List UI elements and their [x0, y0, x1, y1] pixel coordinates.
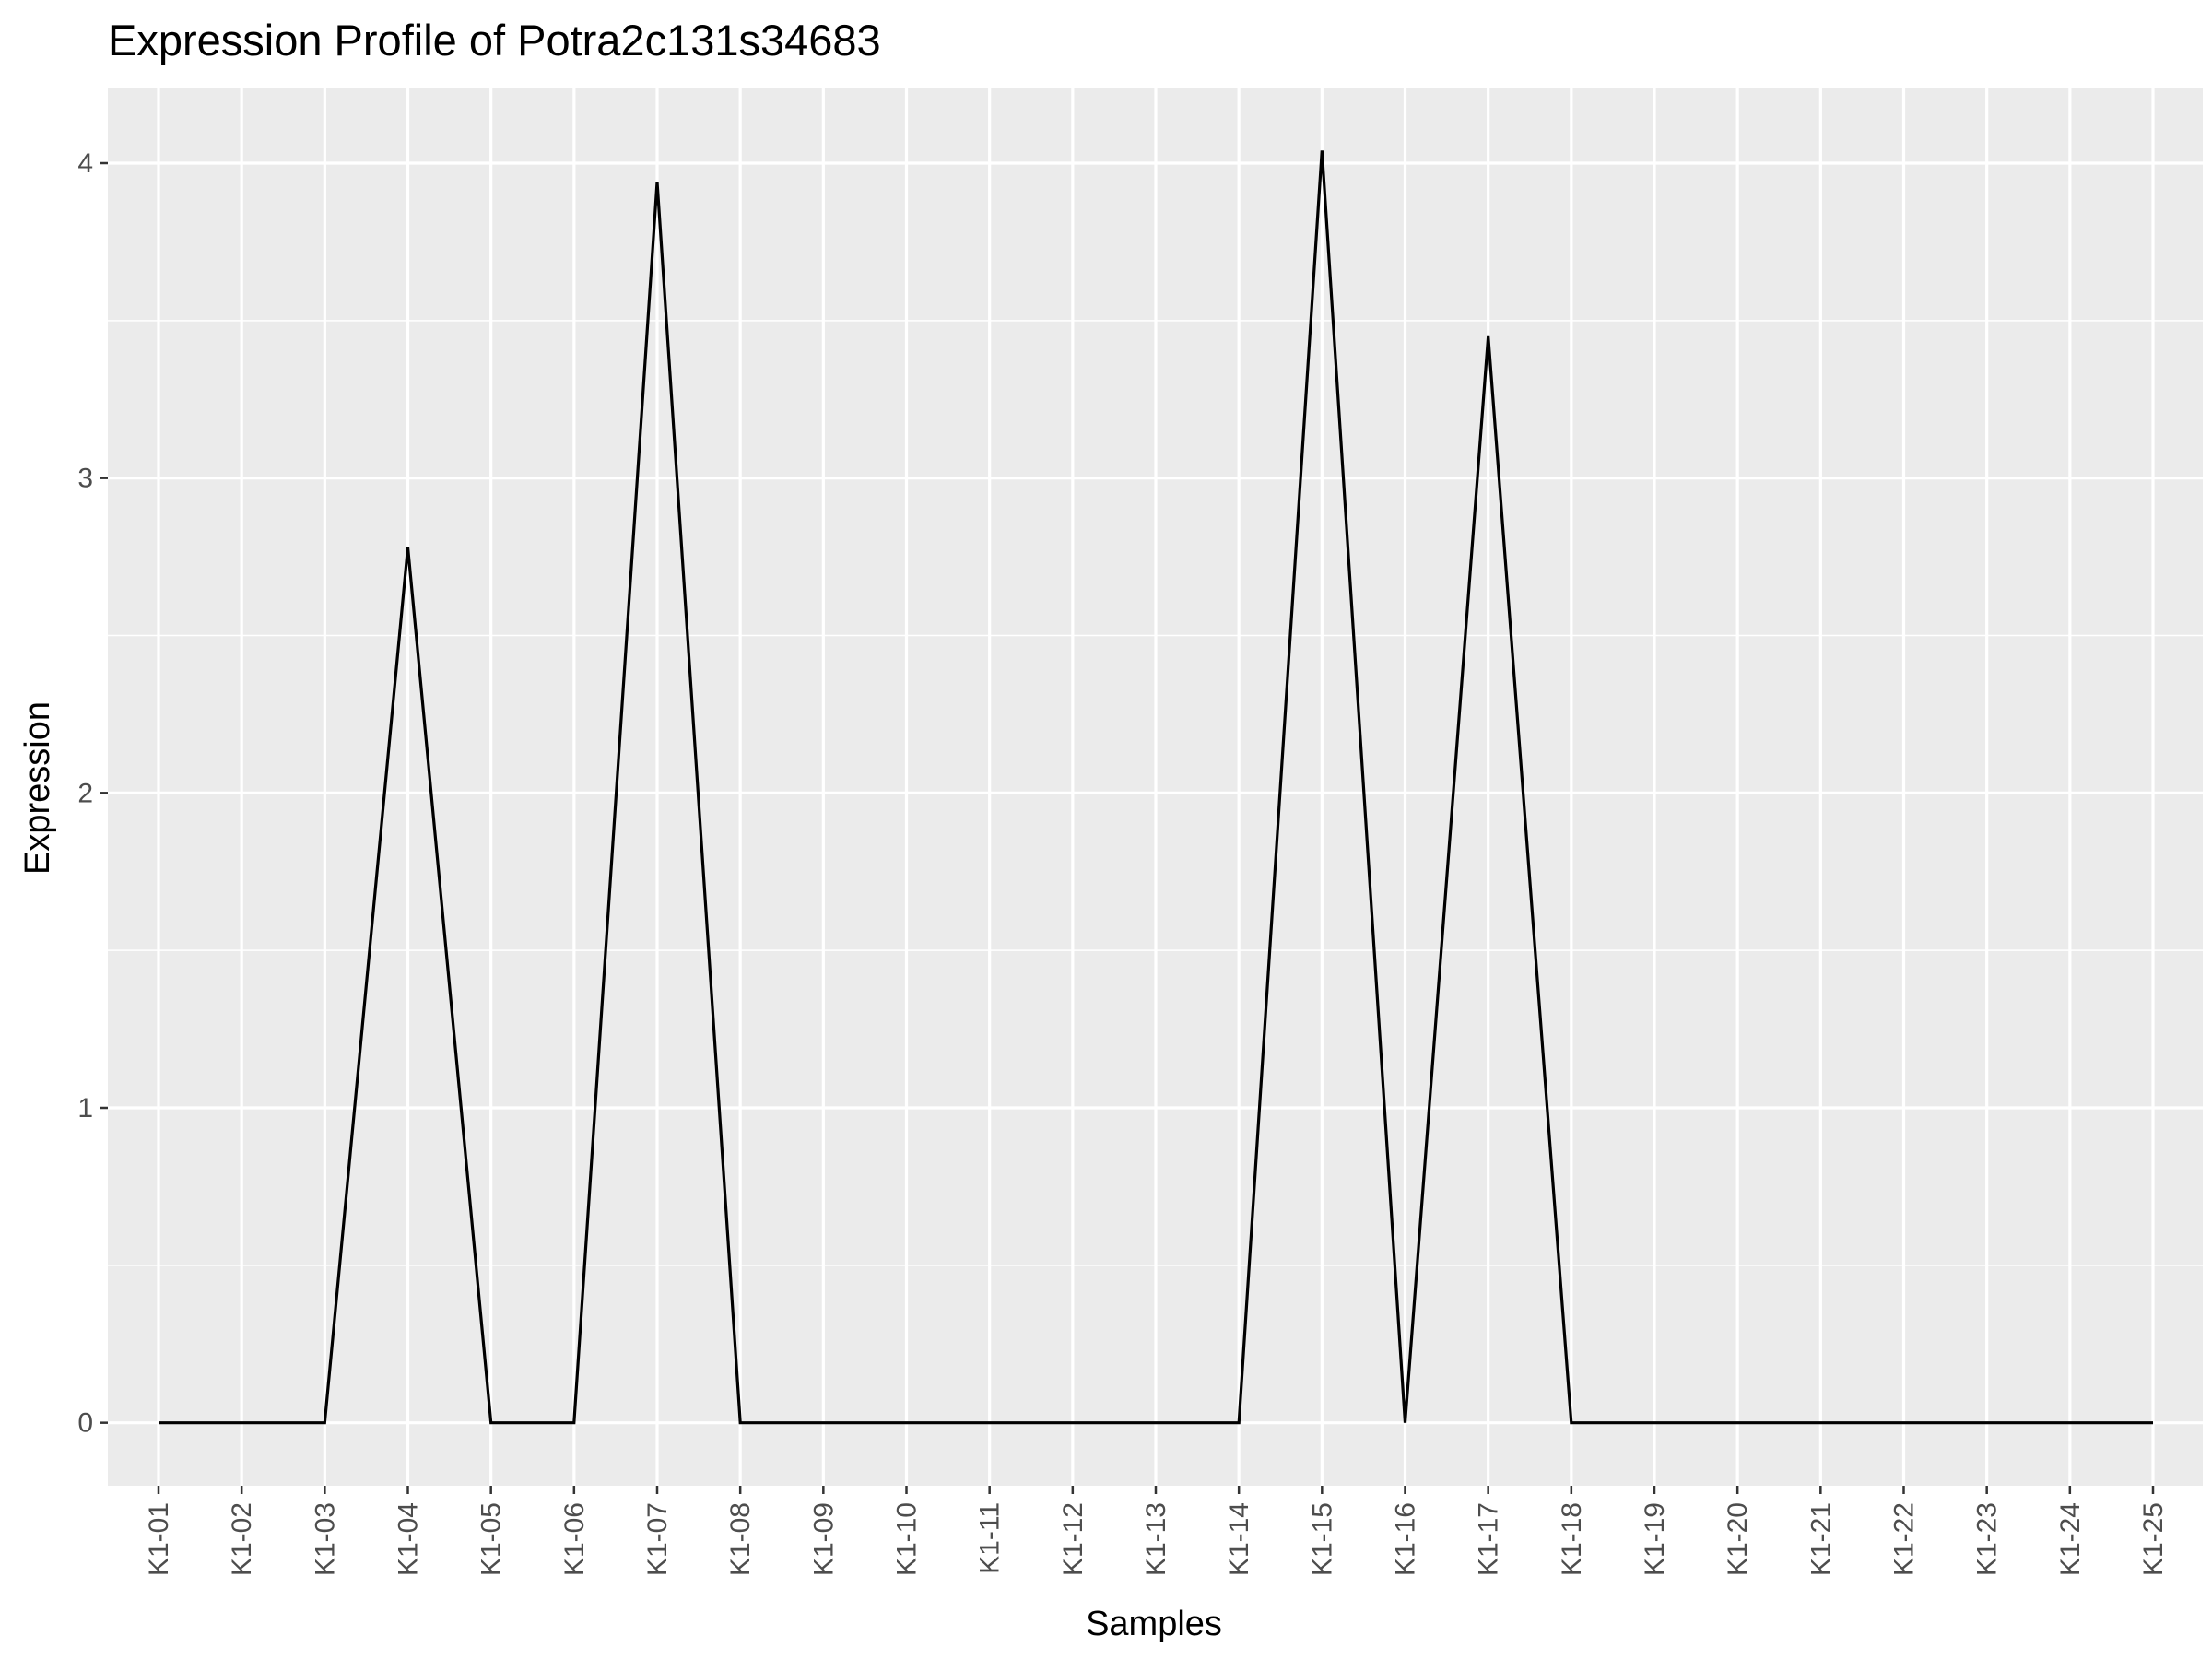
x-tick-label: K1-16	[1391, 1502, 1421, 1576]
x-axis: K1-01 K1-02 K1-03 K1-04 K1-05 K1-06 K1-07 K1-08…	[144, 1486, 2169, 1576]
chart-title: Expression Profile of Potra2c131s34683	[108, 16, 881, 65]
x-tick-label: K1-19	[1640, 1502, 1670, 1576]
x-tick-label: K1-25	[2138, 1502, 2169, 1576]
x-tick-label: K1-07	[642, 1502, 673, 1576]
x-tick-label: K1-06	[559, 1502, 590, 1576]
x-axis-title: Samples	[1086, 1605, 1222, 1643]
y-tick-label: 4	[77, 148, 93, 179]
x-tick-label: K1-14	[1224, 1502, 1254, 1576]
x-tick-label: K1-04	[394, 1502, 424, 1576]
x-tick-label: K1-12	[1058, 1502, 1088, 1576]
series-group	[159, 150, 2153, 1425]
x-tick-label: K1-09	[808, 1502, 839, 1576]
x-tick-label: K1-11	[975, 1502, 1006, 1574]
x-tick-label: K1-03	[310, 1502, 340, 1576]
x-tick-label: K1-08	[725, 1502, 756, 1576]
y-axis: 0 1 2 3 4	[77, 148, 108, 1439]
x-tick-label: K1-20	[1723, 1502, 1753, 1576]
y-tick-label: 1	[77, 1093, 93, 1124]
x-tick-label: K1-18	[1557, 1502, 1587, 1576]
y-tick-label: 3	[77, 464, 93, 494]
x-tick-label: K1-05	[477, 1502, 507, 1576]
x-tick-label: K1-15	[1307, 1502, 1337, 1576]
y-tick-label: 0	[77, 1408, 93, 1439]
x-tick-label: K1-21	[1806, 1502, 1836, 1576]
x-tick-label: K1-22	[1889, 1502, 1920, 1576]
x-tick-label: K1-23	[1972, 1502, 2003, 1576]
y-axis-title: Expression	[18, 701, 57, 875]
grid-major	[108, 88, 2203, 1486]
x-tick-label: K1-13	[1141, 1502, 1171, 1576]
x-tick-label: K1-17	[1474, 1502, 1504, 1576]
x-tick-label: K1-02	[227, 1502, 257, 1576]
y-tick-label: 2	[77, 778, 93, 808]
x-tick-label: K1-10	[892, 1502, 923, 1576]
x-tick-label: K1-24	[2055, 1502, 2086, 1576]
series-line	[159, 150, 2153, 1425]
x-tick-label: K1-01	[144, 1502, 174, 1576]
